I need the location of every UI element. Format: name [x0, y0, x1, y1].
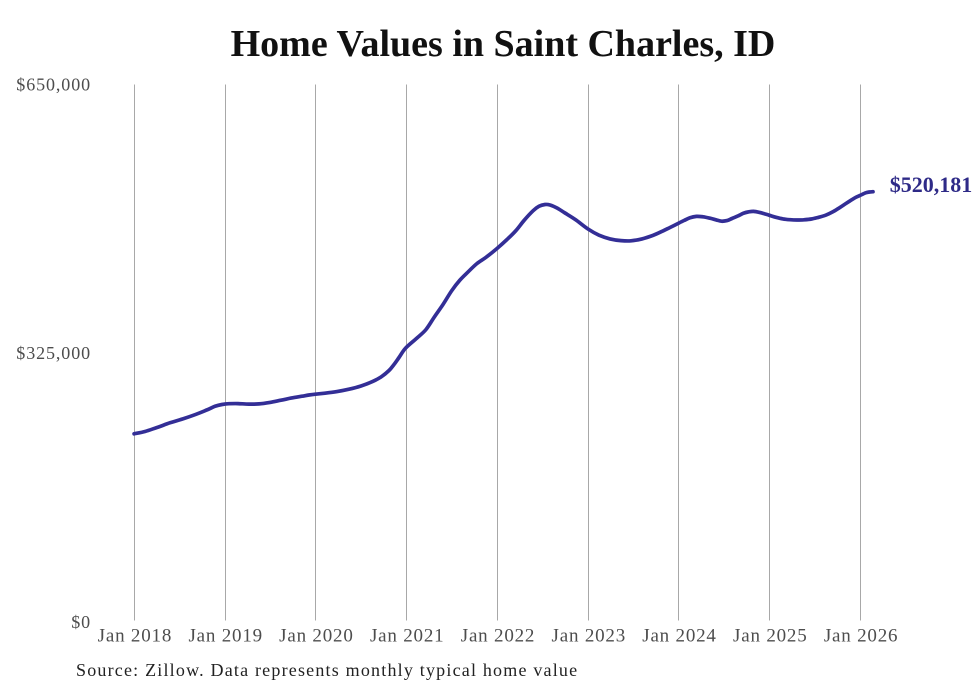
- svg-text:Jan 2018: Jan 2018: [98, 626, 172, 647]
- svg-text:Jan 2022: Jan 2022: [461, 626, 535, 647]
- svg-text:Jan 2025: Jan 2025: [733, 626, 807, 647]
- svg-text:$325,000: $325,000: [16, 343, 91, 363]
- svg-text:Home Values in Saint Charles,: Home Values in Saint Charles, ID: [231, 23, 776, 65]
- svg-text:$650,000: $650,000: [16, 75, 91, 95]
- svg-text:$0: $0: [71, 612, 91, 632]
- svg-text:Source: Zillow. Data represent: Source: Zillow. Data represents monthly …: [76, 660, 578, 680]
- svg-text:Jan 2023: Jan 2023: [552, 626, 626, 647]
- svg-text:$520,181: $520,181: [890, 172, 973, 197]
- svg-text:Jan 2024: Jan 2024: [642, 626, 716, 647]
- svg-text:Jan 2020: Jan 2020: [279, 626, 353, 647]
- svg-text:Jan 2021: Jan 2021: [370, 626, 444, 647]
- svg-text:Jan 2019: Jan 2019: [188, 626, 262, 647]
- svg-text:Jan 2026: Jan 2026: [824, 626, 898, 647]
